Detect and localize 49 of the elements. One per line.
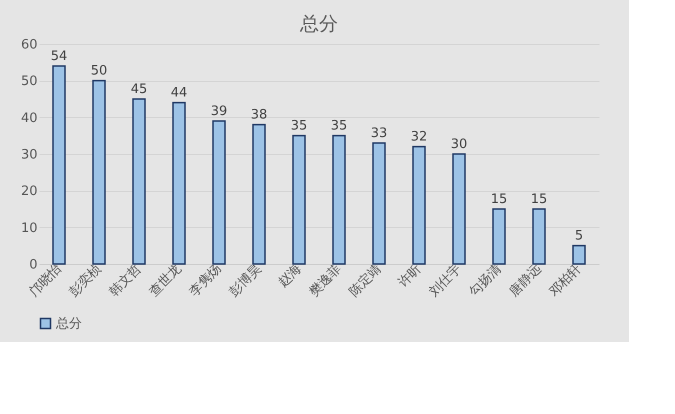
data-label: 15 [490, 192, 508, 207]
x-tick-label: 陈定靖 [346, 262, 385, 300]
data-label: 33 [370, 126, 388, 141]
bar [92, 80, 106, 265]
x-tick-label: 许昕 [396, 262, 425, 291]
y-tick-label: 30 [20, 148, 38, 162]
data-label: 35 [290, 118, 308, 134]
y-tick-label: 50 [20, 74, 38, 90]
bar [572, 244, 586, 265]
bar [532, 208, 546, 265]
data-label: 50 [90, 64, 108, 79]
bar [252, 124, 266, 265]
bar [172, 102, 186, 265]
bar [292, 134, 306, 265]
bar [212, 120, 226, 265]
chart-title: 总分 [299, 13, 338, 35]
x-tick-label: 彭博昊 [226, 262, 265, 300]
data-label: 35 [330, 118, 348, 134]
bar [492, 208, 506, 265]
y-tick-label: 60 [20, 38, 38, 52]
x-tick-label: 赵海 [276, 262, 305, 291]
data-label: 54 [50, 49, 68, 64]
x-tick-label: 韩文哲 [106, 262, 145, 300]
bar [412, 146, 426, 265]
bar [372, 142, 386, 265]
x-tick-label: 唐静远 [506, 262, 545, 300]
x-tick-label: 邓柏轩 [546, 262, 585, 300]
y-tick-label: 20 [20, 184, 38, 200]
data-label: 38 [250, 108, 268, 123]
x-tick-label: 樊逸菲 [306, 262, 345, 300]
x-tick-label: 彭奕桢 [66, 262, 105, 300]
bar [52, 65, 66, 265]
x-tick-label: 勾扬清 [466, 262, 505, 300]
data-label: 5 [574, 228, 584, 244]
data-label: 15 [530, 192, 548, 207]
data-label: 32 [410, 130, 428, 145]
bar [132, 98, 146, 265]
bar [332, 134, 346, 265]
data-label: 30 [450, 137, 468, 152]
x-tick-label: 李隽炀 [186, 262, 225, 300]
bar [452, 153, 466, 265]
y-tick-label: 0 [29, 258, 38, 272]
data-label: 44 [170, 86, 188, 101]
y-tick-label: 40 [20, 110, 38, 126]
data-label: 45 [130, 82, 148, 97]
legend-label: 总分 [55, 316, 82, 332]
x-tick-label: 查世龙 [146, 262, 185, 300]
y-tick-label: 10 [20, 220, 38, 236]
data-label: 39 [210, 104, 228, 119]
